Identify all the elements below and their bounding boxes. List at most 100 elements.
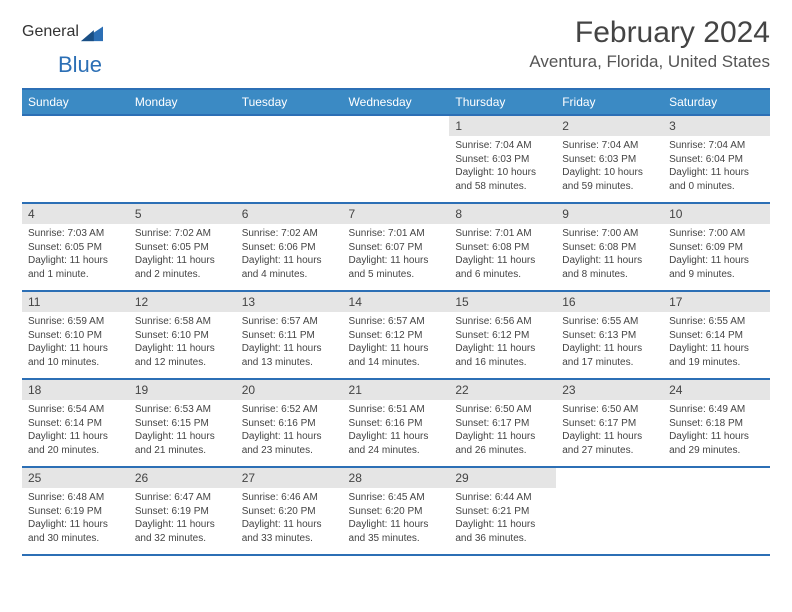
day-number: 9 — [556, 204, 663, 224]
day-details: Sunrise: 6:59 AMSunset: 6:10 PMDaylight:… — [22, 312, 129, 375]
day-number: 8 — [449, 204, 556, 224]
day-number: 20 — [236, 380, 343, 400]
day-details: Sunrise: 6:53 AMSunset: 6:15 PMDaylight:… — [129, 400, 236, 463]
brand-mark-icon — [81, 22, 103, 42]
location-subtitle: Aventura, Florida, United States — [529, 52, 770, 72]
day-number: 12 — [129, 292, 236, 312]
calendar-day-cell: 16Sunrise: 6:55 AMSunset: 6:13 PMDayligh… — [556, 291, 663, 379]
day-number: 2 — [556, 116, 663, 136]
day-details: Sunrise: 6:55 AMSunset: 6:13 PMDaylight:… — [556, 312, 663, 375]
weekday-header: Monday — [129, 89, 236, 115]
calendar-day-cell: 27Sunrise: 6:46 AMSunset: 6:20 PMDayligh… — [236, 467, 343, 555]
calendar-day-cell: 7Sunrise: 7:01 AMSunset: 6:07 PMDaylight… — [343, 203, 450, 291]
calendar-day-cell: 19Sunrise: 6:53 AMSunset: 6:15 PMDayligh… — [129, 379, 236, 467]
day-number: 16 — [556, 292, 663, 312]
brand-word-1: General — [22, 23, 79, 41]
day-number: 5 — [129, 204, 236, 224]
calendar-week-row: 11Sunrise: 6:59 AMSunset: 6:10 PMDayligh… — [22, 291, 770, 379]
calendar-day-cell: 23Sunrise: 6:50 AMSunset: 6:17 PMDayligh… — [556, 379, 663, 467]
day-details: Sunrise: 7:01 AMSunset: 6:08 PMDaylight:… — [449, 224, 556, 287]
weekday-header: Thursday — [449, 89, 556, 115]
day-number: 27 — [236, 468, 343, 488]
calendar-day-cell: 2Sunrise: 7:04 AMSunset: 6:03 PMDaylight… — [556, 115, 663, 203]
day-number: 10 — [663, 204, 770, 224]
calendar-day-cell: 20Sunrise: 6:52 AMSunset: 6:16 PMDayligh… — [236, 379, 343, 467]
day-number: 28 — [343, 468, 450, 488]
day-details: Sunrise: 7:00 AMSunset: 6:09 PMDaylight:… — [663, 224, 770, 287]
day-number: 1 — [449, 116, 556, 136]
calendar-day-cell — [236, 115, 343, 203]
calendar-day-cell — [22, 115, 129, 203]
day-details: Sunrise: 6:57 AMSunset: 6:11 PMDaylight:… — [236, 312, 343, 375]
calendar-day-cell — [343, 115, 450, 203]
day-number: 13 — [236, 292, 343, 312]
calendar-week-row: 18Sunrise: 6:54 AMSunset: 6:14 PMDayligh… — [22, 379, 770, 467]
calendar-day-cell: 5Sunrise: 7:02 AMSunset: 6:05 PMDaylight… — [129, 203, 236, 291]
day-details: Sunrise: 6:50 AMSunset: 6:17 PMDaylight:… — [556, 400, 663, 463]
day-number: 21 — [343, 380, 450, 400]
calendar-day-cell: 9Sunrise: 7:00 AMSunset: 6:08 PMDaylight… — [556, 203, 663, 291]
day-details: Sunrise: 7:03 AMSunset: 6:05 PMDaylight:… — [22, 224, 129, 287]
calendar-day-cell: 1Sunrise: 7:04 AMSunset: 6:03 PMDaylight… — [449, 115, 556, 203]
day-details: Sunrise: 7:04 AMSunset: 6:03 PMDaylight:… — [449, 136, 556, 199]
day-number: 4 — [22, 204, 129, 224]
calendar-week-row: 1Sunrise: 7:04 AMSunset: 6:03 PMDaylight… — [22, 115, 770, 203]
day-number: 17 — [663, 292, 770, 312]
day-details: Sunrise: 7:04 AMSunset: 6:03 PMDaylight:… — [556, 136, 663, 199]
day-number: 7 — [343, 204, 450, 224]
day-number: 29 — [449, 468, 556, 488]
page-title: February 2024 — [529, 16, 770, 50]
calendar-week-row: 25Sunrise: 6:48 AMSunset: 6:19 PMDayligh… — [22, 467, 770, 555]
calendar-day-cell: 4Sunrise: 7:03 AMSunset: 6:05 PMDaylight… — [22, 203, 129, 291]
day-details: Sunrise: 7:02 AMSunset: 6:05 PMDaylight:… — [129, 224, 236, 287]
day-number: 3 — [663, 116, 770, 136]
calendar-table: Sunday Monday Tuesday Wednesday Thursday… — [22, 88, 770, 556]
calendar-day-cell — [129, 115, 236, 203]
day-details: Sunrise: 6:51 AMSunset: 6:16 PMDaylight:… — [343, 400, 450, 463]
calendar-day-cell: 26Sunrise: 6:47 AMSunset: 6:19 PMDayligh… — [129, 467, 236, 555]
calendar-week-row: 4Sunrise: 7:03 AMSunset: 6:05 PMDaylight… — [22, 203, 770, 291]
day-number: 26 — [129, 468, 236, 488]
day-details: Sunrise: 6:48 AMSunset: 6:19 PMDaylight:… — [22, 488, 129, 551]
calendar-day-cell: 28Sunrise: 6:45 AMSunset: 6:20 PMDayligh… — [343, 467, 450, 555]
calendar-day-cell: 12Sunrise: 6:58 AMSunset: 6:10 PMDayligh… — [129, 291, 236, 379]
day-number: 24 — [663, 380, 770, 400]
day-number: 18 — [22, 380, 129, 400]
brand-word-2: Blue — [58, 52, 102, 77]
day-details: Sunrise: 6:46 AMSunset: 6:20 PMDaylight:… — [236, 488, 343, 551]
day-number: 6 — [236, 204, 343, 224]
calendar-day-cell — [556, 467, 663, 555]
day-details: Sunrise: 7:01 AMSunset: 6:07 PMDaylight:… — [343, 224, 450, 287]
day-details: Sunrise: 6:45 AMSunset: 6:20 PMDaylight:… — [343, 488, 450, 551]
calendar-day-cell: 15Sunrise: 6:56 AMSunset: 6:12 PMDayligh… — [449, 291, 556, 379]
day-details: Sunrise: 6:57 AMSunset: 6:12 PMDaylight:… — [343, 312, 450, 375]
calendar-day-cell: 17Sunrise: 6:55 AMSunset: 6:14 PMDayligh… — [663, 291, 770, 379]
weekday-header: Saturday — [663, 89, 770, 115]
day-number: 11 — [22, 292, 129, 312]
day-details: Sunrise: 7:00 AMSunset: 6:08 PMDaylight:… — [556, 224, 663, 287]
day-number: 25 — [22, 468, 129, 488]
day-number: 22 — [449, 380, 556, 400]
day-details: Sunrise: 7:02 AMSunset: 6:06 PMDaylight:… — [236, 224, 343, 287]
weekday-header: Sunday — [22, 89, 129, 115]
calendar-day-cell: 24Sunrise: 6:49 AMSunset: 6:18 PMDayligh… — [663, 379, 770, 467]
calendar-day-cell: 11Sunrise: 6:59 AMSunset: 6:10 PMDayligh… — [22, 291, 129, 379]
day-details: Sunrise: 6:47 AMSunset: 6:19 PMDaylight:… — [129, 488, 236, 551]
calendar-day-cell: 18Sunrise: 6:54 AMSunset: 6:14 PMDayligh… — [22, 379, 129, 467]
calendar-day-cell: 10Sunrise: 7:00 AMSunset: 6:09 PMDayligh… — [663, 203, 770, 291]
day-details: Sunrise: 6:50 AMSunset: 6:17 PMDaylight:… — [449, 400, 556, 463]
weekday-header: Friday — [556, 89, 663, 115]
day-details: Sunrise: 6:55 AMSunset: 6:14 PMDaylight:… — [663, 312, 770, 375]
day-details: Sunrise: 7:04 AMSunset: 6:04 PMDaylight:… — [663, 136, 770, 199]
calendar-day-cell: 29Sunrise: 6:44 AMSunset: 6:21 PMDayligh… — [449, 467, 556, 555]
day-number: 23 — [556, 380, 663, 400]
weekday-header-row: Sunday Monday Tuesday Wednesday Thursday… — [22, 89, 770, 115]
calendar-day-cell: 25Sunrise: 6:48 AMSunset: 6:19 PMDayligh… — [22, 467, 129, 555]
weekday-header: Wednesday — [343, 89, 450, 115]
calendar-day-cell: 3Sunrise: 7:04 AMSunset: 6:04 PMDaylight… — [663, 115, 770, 203]
day-number: 19 — [129, 380, 236, 400]
brand-logo: General — [22, 16, 105, 42]
day-details: Sunrise: 6:44 AMSunset: 6:21 PMDaylight:… — [449, 488, 556, 551]
calendar-day-cell: 8Sunrise: 7:01 AMSunset: 6:08 PMDaylight… — [449, 203, 556, 291]
day-details: Sunrise: 6:58 AMSunset: 6:10 PMDaylight:… — [129, 312, 236, 375]
